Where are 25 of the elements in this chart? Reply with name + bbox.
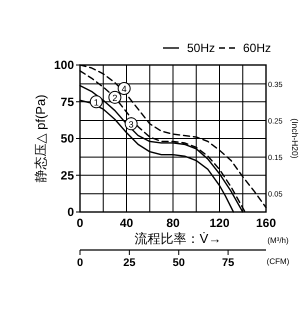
y-tick-label: 100 [54,58,74,72]
x-tick-label: 80 [166,216,180,230]
legend-label: 60Hz [242,41,271,55]
x2-tick-label: 0 [76,257,84,269]
x2-axis-title: (CFM) [266,257,290,266]
x-tick-label: 0 [76,216,84,230]
y-tick-label: 0 [67,205,74,219]
y-tick-label: 75 [60,94,74,109]
x-tick-label: 120 [209,216,230,230]
x2-tick-label: 75 [222,257,234,269]
y-tick-label: 50 [60,132,74,146]
y2-axis-title: (Inch-H20) [290,118,300,159]
text: (M³/h) [267,236,289,245]
y-axis-title: 静态压△ pf(Pa) [33,94,48,183]
annotation: 2 [112,92,118,103]
x-tick-label: 160 [256,216,276,230]
annotation: 3 [128,119,134,130]
annotation: 4 [122,84,127,94]
x-axis-title: 流程比率：V̇→ [134,231,222,246]
x-tick-label: 40 [120,216,134,230]
x2-tick-label: 50 [172,257,185,269]
legend-label: 50Hz [186,41,215,55]
annotation: 1 [94,97,99,108]
y-tick-label: 25 [60,168,74,182]
x2-tick-label: 25 [123,257,136,269]
